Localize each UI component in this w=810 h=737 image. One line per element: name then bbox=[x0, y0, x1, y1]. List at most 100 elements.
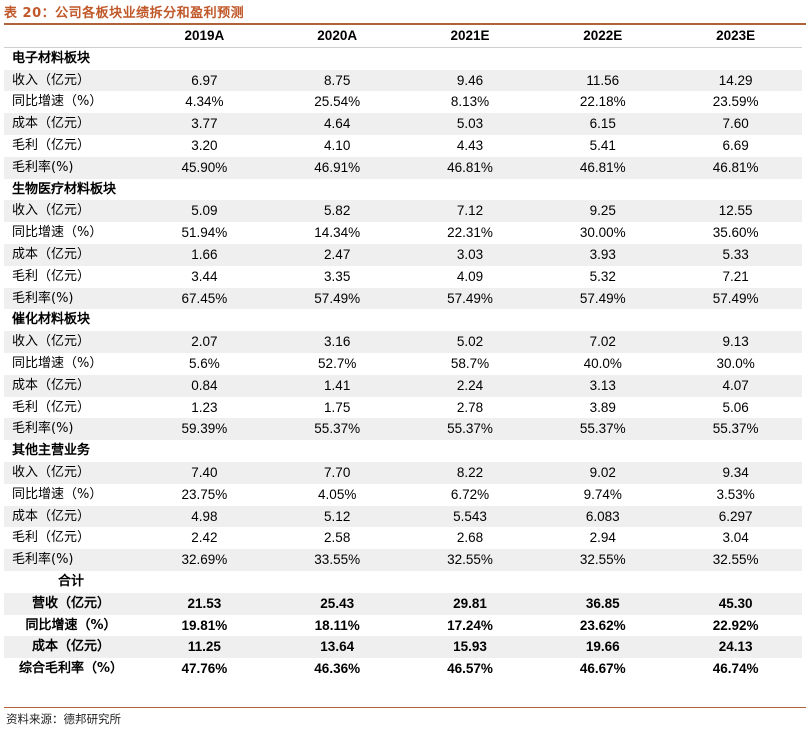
value-cell: 5.6% bbox=[189, 355, 220, 371]
total-row: 成本（亿元） 11.25 13.64 15.93 19.66 24.13 bbox=[4, 636, 802, 659]
total-row: 营收（亿元） 21.53 25.43 29.81 36.85 45.30 bbox=[4, 592, 802, 615]
table-row: 收入（亿元） 5.09 5.82 7.12 9.25 12.55 bbox=[4, 200, 802, 223]
value-cell: 1.66 bbox=[138, 243, 271, 266]
value-cell: 57.49% bbox=[403, 287, 537, 310]
value-cell: 5.03 bbox=[403, 113, 537, 135]
value-cell: 3.89 bbox=[589, 399, 616, 415]
row-label: 同比增速（%） bbox=[12, 355, 103, 371]
header-cell-2020a: 2020A bbox=[270, 25, 404, 48]
value-cell: 57.49% bbox=[669, 287, 802, 310]
value-cell: 47.76% bbox=[181, 661, 228, 677]
value-cell: 3.93 bbox=[536, 243, 670, 266]
table-row: 收入（亿元） 6.97 8.75 9.46 11.56 14.29 bbox=[4, 69, 802, 92]
value-cell: 3.44 bbox=[191, 268, 218, 284]
value-cell: 2.78 bbox=[456, 399, 484, 415]
value-cell: 36.85 bbox=[536, 592, 670, 615]
value-cell: 8.22 bbox=[403, 461, 537, 484]
row-label: 收入（亿元） bbox=[4, 69, 138, 92]
table-row: 成本（亿元） 3.77 4.64 5.03 6.15 7.60 bbox=[4, 113, 802, 135]
value-cell: 33.55% bbox=[270, 549, 404, 571]
row-label: 收入（亿元） bbox=[4, 200, 138, 223]
table-row: 同比增速（%） 4.34% 25.54% 8.13% 22.18% 23.59% bbox=[4, 91, 802, 113]
value-cell: 2.94 bbox=[589, 530, 616, 546]
value-cell: 32.55% bbox=[669, 549, 802, 571]
row-label: 成本（亿元） bbox=[4, 243, 138, 266]
section-header-row: 电子材料板块 bbox=[4, 47, 802, 70]
value-cell: 9.02 bbox=[536, 461, 670, 484]
value-cell: 55.37% bbox=[270, 418, 404, 441]
table-row: 收入（亿元） 2.07 3.16 5.02 7.02 9.13 bbox=[4, 331, 802, 353]
value-cell: 45.90% bbox=[138, 156, 271, 179]
row-label: 成本（亿元） bbox=[4, 113, 138, 135]
total-title: 合计 bbox=[57, 573, 84, 589]
value-cell: 7.02 bbox=[536, 331, 670, 353]
value-cell: 22.92% bbox=[712, 617, 759, 633]
total-header-row: 合计 bbox=[4, 571, 802, 593]
value-cell: 5.09 bbox=[138, 200, 271, 223]
row-label: 同比增速（%） bbox=[12, 225, 103, 241]
value-cell: 25.54% bbox=[314, 94, 361, 110]
value-cell: 9.74% bbox=[583, 486, 622, 502]
value-cell: 23.62% bbox=[579, 617, 626, 633]
value-cell: 32.55% bbox=[403, 549, 537, 571]
value-cell: 11.56 bbox=[536, 69, 670, 92]
row-label: 收入（亿元） bbox=[4, 461, 138, 484]
value-cell: 6.15 bbox=[536, 113, 670, 135]
value-cell: 4.10 bbox=[324, 137, 351, 153]
table-row: 毛利（亿元） 2.42 2.58 2.68 2.94 3.04 bbox=[4, 527, 802, 549]
value-cell: 7.70 bbox=[270, 461, 404, 484]
table-row: 毛利（亿元） 3.44 3.35 4.09 5.32 7.21 bbox=[4, 266, 802, 288]
value-cell: 55.37% bbox=[536, 418, 670, 441]
value-cell: 4.07 bbox=[669, 374, 802, 397]
value-cell: 46.81% bbox=[669, 156, 802, 179]
value-cell: 19.81% bbox=[181, 617, 228, 633]
value-cell: 4.34% bbox=[185, 94, 224, 110]
value-cell: 25.43 bbox=[270, 592, 404, 615]
table-row: 毛利率(%) 32.69% 33.55% 32.55% 32.55% 32.55% bbox=[4, 549, 802, 571]
header-cell-2021e: 2021E bbox=[403, 25, 537, 48]
value-cell: 32.69% bbox=[138, 549, 271, 571]
value-cell: 51.94% bbox=[181, 225, 228, 241]
value-cell: 30.00% bbox=[579, 225, 626, 241]
value-cell: 21.53 bbox=[138, 592, 271, 615]
section-title: 电子材料板块 bbox=[4, 47, 802, 70]
value-cell: 22.18% bbox=[579, 94, 626, 110]
table-row: 同比增速（%） 23.75% 4.05% 6.72% 9.74% 3.53% bbox=[4, 484, 802, 506]
empty-cell bbox=[536, 571, 669, 593]
value-cell: 57.49% bbox=[270, 287, 404, 310]
value-cell: 52.7% bbox=[318, 355, 357, 371]
table-row: 成本（亿元） 1.66 2.47 3.03 3.93 5.33 bbox=[4, 243, 802, 266]
value-cell: 46.36% bbox=[314, 661, 361, 677]
value-cell: 3.20 bbox=[191, 137, 218, 153]
value-cell: 3.77 bbox=[138, 113, 271, 135]
value-cell: 5.32 bbox=[589, 268, 616, 284]
row-label: 营收（亿元） bbox=[4, 592, 138, 615]
value-cell: 46.91% bbox=[270, 156, 404, 179]
value-cell: 2.68 bbox=[456, 530, 484, 546]
total-row: 同比增速（%） 19.81% 18.11% 17.24% 23.62% 22.92% bbox=[4, 615, 802, 637]
total-row: 综合毛利率（%） 47.76% 46.36% 46.57% 46.67% 46.74% bbox=[4, 658, 802, 680]
value-cell: 14.34% bbox=[314, 225, 361, 241]
value-cell: 5.41 bbox=[589, 137, 616, 153]
value-cell: 12.55 bbox=[669, 200, 802, 223]
value-cell: 6.72% bbox=[450, 486, 490, 502]
value-cell: 4.43 bbox=[456, 137, 484, 153]
value-cell: 32.55% bbox=[536, 549, 670, 571]
table-row: 毛利（亿元） 3.20 4.10 4.43 5.41 6.69 bbox=[4, 135, 802, 157]
table-row: 毛利率(%) 59.39% 55.37% 55.37% 55.37% 55.37% bbox=[4, 418, 802, 441]
row-label: 毛利（亿元） bbox=[12, 137, 91, 153]
section-header-row: 生物医疗材料板块 bbox=[4, 178, 802, 201]
table-row: 毛利率(%) 45.90% 46.91% 46.81% 46.81% 46.81% bbox=[4, 156, 802, 179]
value-cell: 7.40 bbox=[138, 461, 271, 484]
value-cell: 46.67% bbox=[579, 661, 626, 677]
table-row: 成本（亿元） 4.98 5.12 5.543 6.083 6.297 bbox=[4, 505, 802, 528]
value-cell: 6.69 bbox=[722, 137, 749, 153]
value-cell: 5.02 bbox=[403, 331, 537, 353]
table-title: 表 20：公司各板块业绩拆分和盈利预测 bbox=[4, 6, 245, 21]
header-cell-2019a: 2019A bbox=[138, 25, 271, 48]
row-label: 毛利率(%) bbox=[4, 418, 138, 441]
row-label: 成本（亿元） bbox=[4, 636, 138, 659]
table-row: 同比增速（%） 51.94% 14.34% 22.31% 30.00% 35.60% bbox=[4, 222, 802, 244]
value-cell: 4.05% bbox=[318, 486, 357, 502]
value-cell: 46.81% bbox=[403, 156, 537, 179]
